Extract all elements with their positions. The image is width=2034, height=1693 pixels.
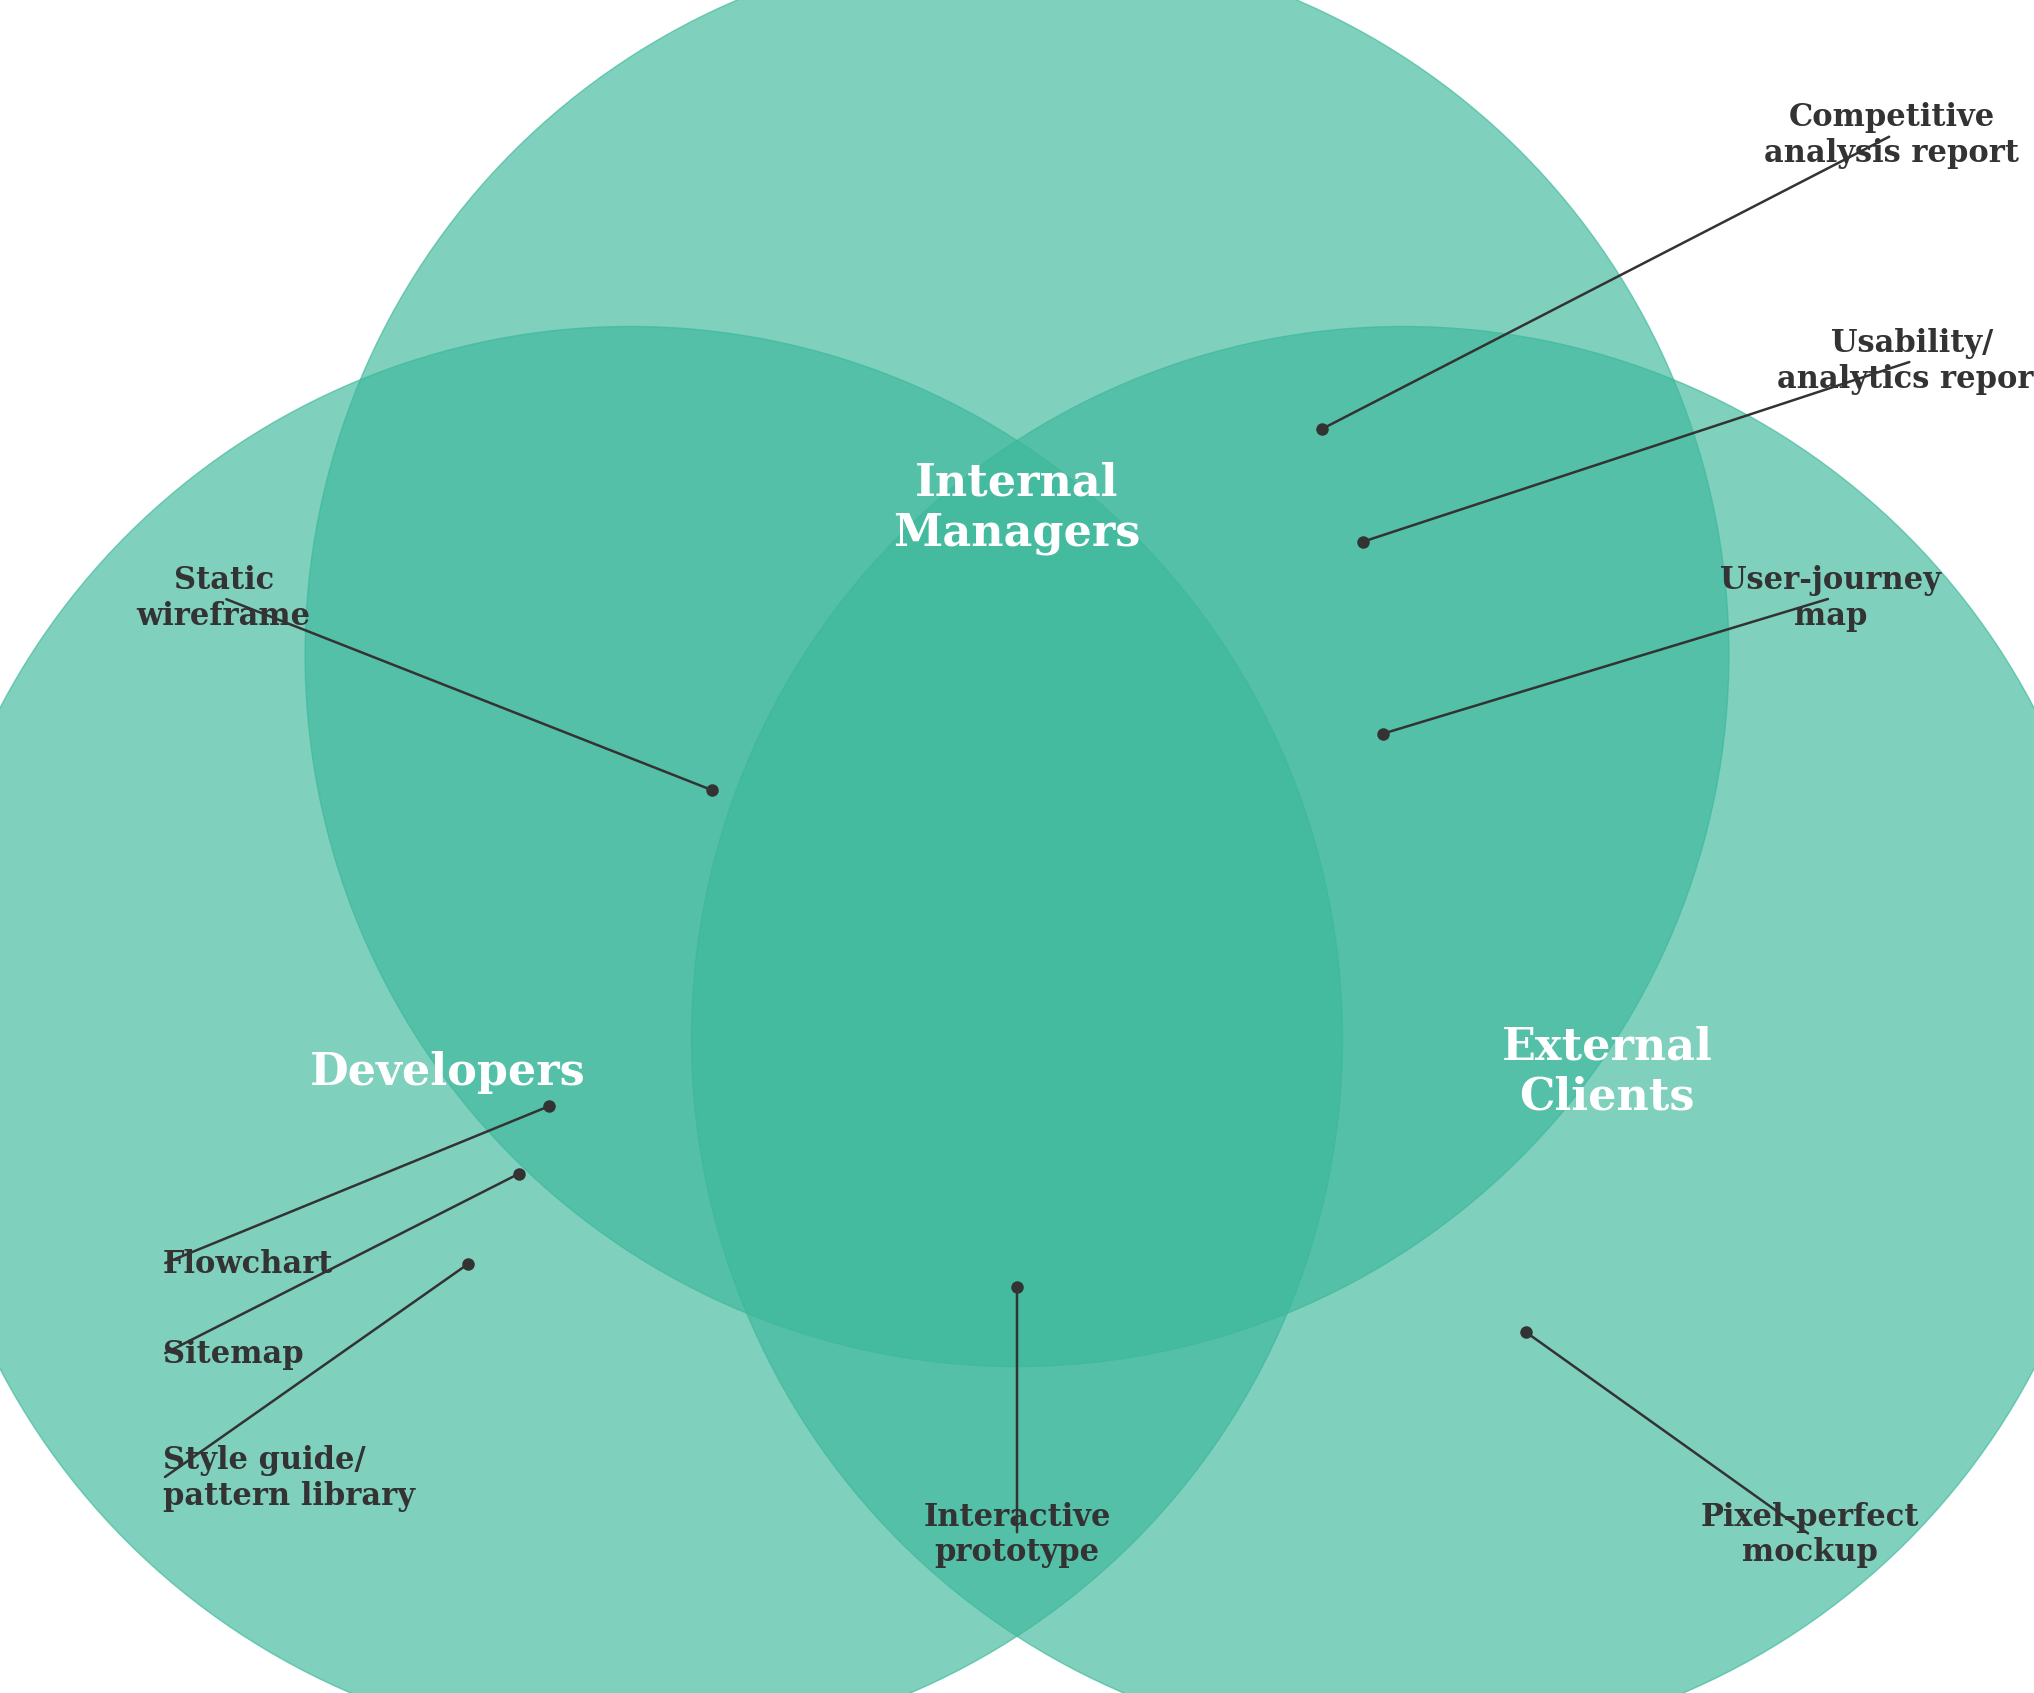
Text: Usability/
analytics report: Usability/ analytics report bbox=[1776, 328, 2034, 394]
Ellipse shape bbox=[692, 327, 2034, 1693]
Text: Competitive
analysis report: Competitive analysis report bbox=[1763, 102, 2020, 169]
Text: Internal
Managers: Internal Managers bbox=[893, 460, 1141, 555]
Ellipse shape bbox=[0, 327, 1342, 1693]
Text: Sitemap: Sitemap bbox=[163, 1339, 303, 1370]
Text: Pixel-perfect
mockup: Pixel-perfect mockup bbox=[1700, 1502, 1920, 1568]
Text: Flowchart: Flowchart bbox=[163, 1249, 334, 1280]
Text: Developers: Developers bbox=[309, 1051, 586, 1094]
Ellipse shape bbox=[305, 0, 1729, 1366]
Text: Style guide/
pattern library: Style guide/ pattern library bbox=[163, 1446, 415, 1512]
Text: Interactive
prototype: Interactive prototype bbox=[923, 1502, 1111, 1568]
Text: External
Clients: External Clients bbox=[1501, 1026, 1713, 1119]
Text: User-journey
map: User-journey map bbox=[1721, 565, 1940, 631]
Text: Static
wireframe: Static wireframe bbox=[136, 565, 311, 631]
